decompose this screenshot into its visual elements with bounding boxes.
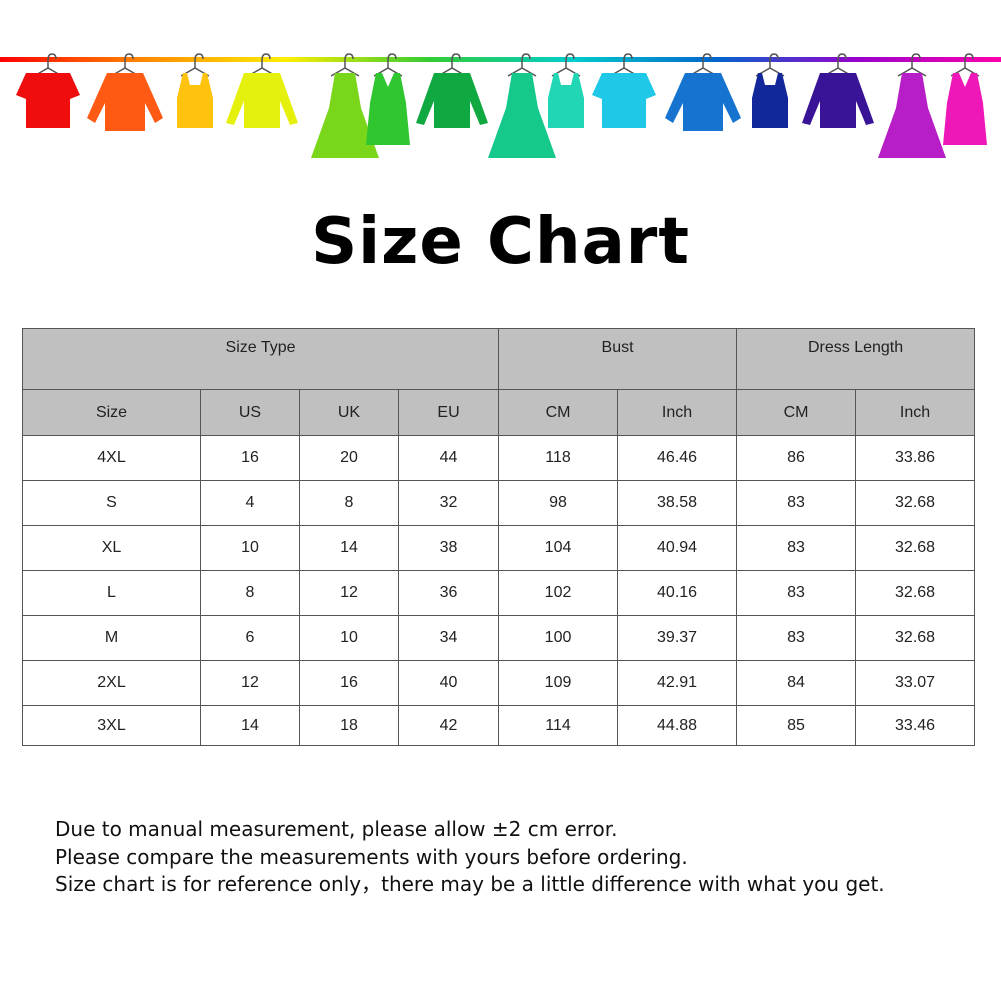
- clothes-hanger-banner: [0, 53, 1001, 158]
- table-cell: 33.07: [855, 660, 976, 706]
- table-cell: 32.68: [855, 570, 976, 616]
- table-cell: 10: [299, 615, 399, 661]
- table-cell: 33.86: [855, 435, 976, 481]
- table-cell: L: [22, 570, 201, 616]
- column-header: EU: [397, 389, 500, 436]
- garment-tshirt-icon: [16, 53, 80, 128]
- table-cell: 32.68: [855, 480, 976, 526]
- table-cell: 39.37: [617, 615, 738, 661]
- garment-dress-icon: [311, 53, 379, 158]
- table-cell: 100: [498, 615, 619, 661]
- table-cell: 20: [299, 435, 399, 481]
- table-cell: 36: [397, 570, 500, 616]
- note-line: Please compare the measurements with you…: [55, 844, 688, 869]
- table-cell: 12: [299, 570, 399, 616]
- column-header: Size: [22, 389, 201, 436]
- garment-tank-icon: [548, 53, 584, 128]
- page-title: Size Chart: [311, 205, 690, 279]
- table-row: XL 10 14 38 104 40.94 83 32.68: [22, 525, 976, 571]
- garment-dress-icon: [878, 53, 946, 158]
- table-cell: 109: [498, 660, 619, 706]
- group-header-bust: Bust: [498, 328, 738, 390]
- table-cell: 8: [299, 480, 399, 526]
- table-cell: 85: [736, 705, 857, 746]
- table-cell: 83: [736, 570, 857, 616]
- table-row: 4XL 16 20 44 118 46.46 86 33.86: [22, 435, 976, 481]
- table-cell: 42.91: [617, 660, 738, 706]
- table-cell: 46.46: [617, 435, 738, 481]
- table-cell: 44: [397, 435, 500, 481]
- rail: [0, 57, 1001, 62]
- garment-tank-icon: [177, 53, 213, 128]
- column-header: UK: [299, 389, 399, 436]
- table-row: S 4 8 32 98 38.58 83 32.68: [22, 480, 976, 526]
- group-header-size-type: Size Type: [21, 328, 500, 390]
- table-cell: 42: [397, 705, 500, 746]
- garment-sweater-icon: [416, 53, 488, 128]
- table-cell: 83: [736, 525, 857, 571]
- table-cell: 16: [299, 660, 399, 706]
- garment-tank-dress-icon: [943, 53, 987, 145]
- column-header: Inch: [855, 389, 976, 436]
- table-cell: 102: [498, 570, 619, 616]
- garment-dress-icon: [488, 53, 556, 158]
- table-cell: 98: [498, 480, 619, 526]
- table-cell: 18: [299, 705, 399, 746]
- note-line: Size chart is for reference only，there m…: [55, 872, 885, 896]
- table-cell: 8: [200, 570, 300, 616]
- table-cell: 114: [498, 705, 619, 746]
- garment-shirt-icon: [665, 53, 741, 131]
- table-cell: 32: [397, 480, 500, 526]
- table-row: 2XL 12 16 40 109 42.91 84 33.07: [22, 660, 976, 706]
- table-cell: 38: [397, 525, 500, 571]
- table-cell: 4XL: [22, 435, 201, 481]
- table-cell: 40.16: [617, 570, 738, 616]
- table-cell: 2XL: [22, 660, 201, 706]
- garment-tshirt-icon: [592, 53, 656, 128]
- garment-tank-icon: [752, 53, 788, 128]
- table-cell: 86: [736, 435, 857, 481]
- group-header-dress-length: Dress Length: [736, 328, 976, 390]
- table-cell: M: [22, 615, 201, 661]
- table-cell: 83: [736, 615, 857, 661]
- table-cell: 33.46: [855, 705, 976, 746]
- column-header: US: [200, 389, 300, 436]
- table-cell: 38.58: [617, 480, 738, 526]
- column-header: Inch: [617, 389, 738, 436]
- column-header: CM: [736, 389, 857, 436]
- table-cell: 104: [498, 525, 619, 571]
- table-cell: 32.68: [855, 525, 976, 571]
- garment-tank-dress-icon: [366, 53, 410, 145]
- size-table: Size Type Bust Dress Length Size US UK EU CM…: [21, 328, 976, 746]
- table-cell: 16: [200, 435, 300, 481]
- table-cell: 4: [200, 480, 300, 526]
- table-row: L 8 12 36 102 40.16 83 32.68: [22, 570, 976, 616]
- table-cell: S: [22, 480, 201, 526]
- notes: Due to manual measurement, please allow …: [55, 816, 885, 899]
- table-cell: 14: [299, 525, 399, 571]
- table-cell: 14: [200, 705, 300, 746]
- table-cell: 118: [498, 435, 619, 481]
- garment-sweater-icon: [802, 53, 874, 128]
- table-cell: 10: [200, 525, 300, 571]
- note-line: Due to manual measurement, please allow …: [55, 817, 618, 841]
- table-cell: 3XL: [22, 705, 201, 746]
- table-cell: 32.68: [855, 615, 976, 661]
- table-cell: 83: [736, 480, 857, 526]
- table-cell: 12: [200, 660, 300, 706]
- table-cell: 40: [397, 660, 500, 706]
- table-cell: XL: [22, 525, 201, 571]
- table-cell: 6: [200, 615, 300, 661]
- garment-shirt-icon: [87, 53, 163, 131]
- table-row: M 6 10 34 100 39.37 83 32.68: [22, 615, 976, 661]
- table-cell: 44.88: [617, 705, 738, 746]
- table-cell: 84: [736, 660, 857, 706]
- column-header: CM: [498, 389, 619, 436]
- table-row: 3XL 14 18 42 114 44.88 85 33.46: [22, 705, 976, 746]
- table-cell: 40.94: [617, 525, 738, 571]
- garment-sweater-icon: [226, 53, 298, 128]
- table-cell: 34: [397, 615, 500, 661]
